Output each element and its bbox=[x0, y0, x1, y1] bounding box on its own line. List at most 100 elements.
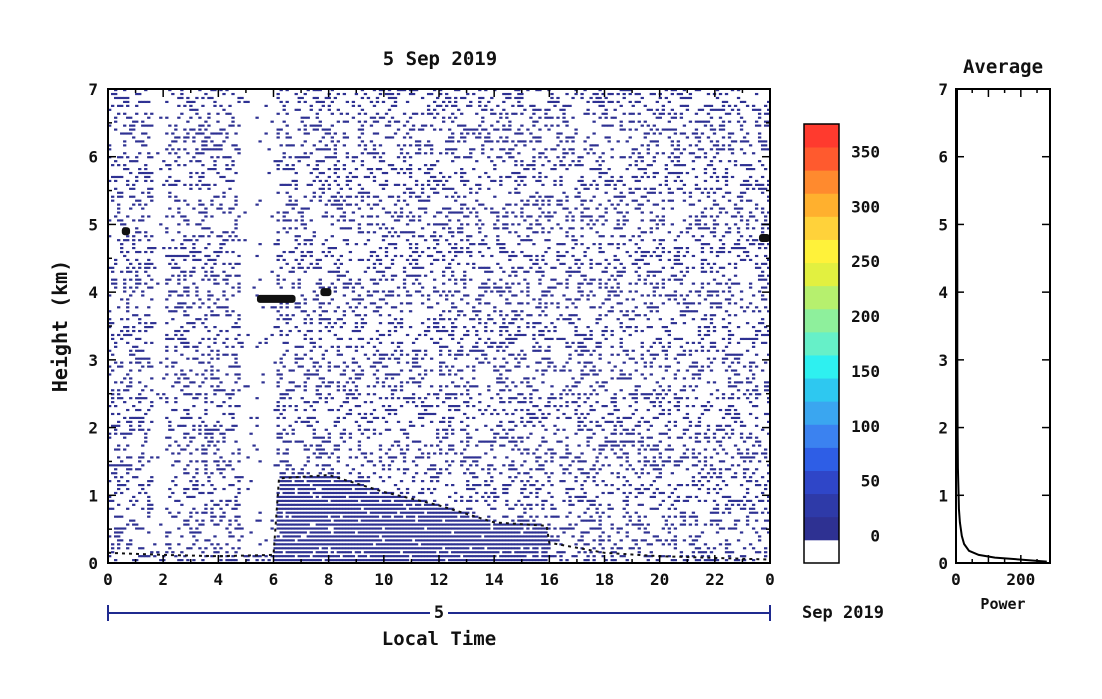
heatmap-cell bbox=[330, 136, 334, 139]
heatmap-cell bbox=[318, 171, 322, 175]
heatmap-cell bbox=[312, 531, 316, 534]
heatmap-cell bbox=[225, 314, 229, 317]
heatmap-cell bbox=[478, 203, 482, 206]
heatmap-cell bbox=[493, 306, 497, 309]
heatmap-cell bbox=[360, 547, 365, 550]
heatmap-cell bbox=[345, 539, 350, 542]
heatmap-cell bbox=[327, 495, 331, 499]
heatmap-cell bbox=[387, 120, 392, 123]
heatmap-cell bbox=[366, 527, 371, 530]
heatmap-cell bbox=[339, 318, 344, 321]
heatmap-cell bbox=[348, 187, 353, 190]
heatmap-cell bbox=[333, 484, 337, 487]
heatmap-cell bbox=[279, 484, 283, 487]
heatmap-cell bbox=[511, 318, 515, 321]
heatmap-cell bbox=[408, 507, 413, 510]
heatmap-cell bbox=[312, 89, 316, 92]
heatmap-cell bbox=[460, 527, 464, 530]
heatmap-cell bbox=[237, 254, 241, 258]
heatmap-cell bbox=[276, 318, 280, 321]
heatmap-cell bbox=[439, 472, 443, 475]
heatmap-cell bbox=[330, 195, 334, 198]
heatmap-cell bbox=[390, 215, 395, 218]
heatmap-cell bbox=[189, 547, 193, 550]
heatmap-cell bbox=[457, 219, 461, 222]
heatmap-cell bbox=[481, 523, 485, 526]
heatmap-cell bbox=[222, 231, 226, 234]
heatmap-cell bbox=[342, 503, 347, 506]
heatmap-cell bbox=[231, 164, 235, 167]
heatmap-cell bbox=[234, 503, 238, 506]
heatmap-cell bbox=[315, 298, 319, 301]
heatmap-cell bbox=[399, 503, 404, 506]
heatmap-cell bbox=[315, 527, 319, 530]
heatmap-cell bbox=[138, 318, 142, 321]
heatmap-cell bbox=[432, 412, 437, 416]
heatmap-cell bbox=[318, 322, 322, 325]
heatmap-cell bbox=[381, 160, 386, 163]
heatmap-cell bbox=[144, 440, 148, 443]
heatmap-cell bbox=[435, 543, 440, 546]
heatmap-cell bbox=[114, 179, 118, 183]
heatmap-cell bbox=[499, 420, 503, 423]
heatmap-cell bbox=[426, 559, 431, 562]
heatmap-cell bbox=[354, 168, 359, 171]
heatmap-cell bbox=[420, 357, 425, 360]
heatmap-cell bbox=[420, 412, 425, 416]
heatmap-cell bbox=[213, 168, 217, 171]
heatmap-cell bbox=[393, 132, 398, 135]
heatmap-cell bbox=[192, 428, 196, 431]
heatmap-cell bbox=[417, 507, 422, 510]
heatmap-cell bbox=[423, 523, 428, 526]
heatmap-cell bbox=[195, 448, 199, 451]
heatmap-cell bbox=[463, 543, 467, 546]
heatmap-cell bbox=[390, 373, 395, 376]
heatmap-cell bbox=[499, 543, 503, 546]
heatmap-cell bbox=[445, 179, 449, 183]
heatmap-cell bbox=[324, 132, 328, 135]
heatmap-cell bbox=[505, 436, 509, 439]
heatmap-cell bbox=[408, 116, 413, 119]
heatmap-cell bbox=[372, 290, 377, 293]
heatmap-cell bbox=[225, 282, 229, 285]
heatmap-cell bbox=[129, 377, 133, 380]
heatmap-cell bbox=[384, 179, 389, 183]
heatmap-cell bbox=[213, 547, 217, 550]
heatmap-cell bbox=[390, 262, 395, 265]
heatmap-cell bbox=[472, 262, 476, 265]
heatmap-cell bbox=[219, 89, 223, 92]
heatmap-cell bbox=[451, 148, 455, 151]
heatmap-cell bbox=[366, 499, 371, 502]
heatmap-cell bbox=[493, 223, 497, 226]
heatmap-cell bbox=[309, 405, 313, 408]
heatmap-cell bbox=[487, 531, 491, 534]
heatmap-cell bbox=[144, 282, 148, 285]
heatmap-cell bbox=[138, 337, 142, 341]
heatmap-cell bbox=[466, 156, 470, 159]
heatmap-cell bbox=[366, 480, 371, 483]
heatmap-cell bbox=[294, 385, 298, 388]
heatmap-cell bbox=[351, 555, 356, 558]
heatmap-cell bbox=[499, 389, 503, 392]
heatmap-cell bbox=[270, 306, 274, 309]
heatmap-cell bbox=[324, 215, 328, 218]
heatmap-cell bbox=[336, 472, 340, 475]
heatmap-cell bbox=[345, 302, 350, 305]
heatmap-cell bbox=[372, 282, 377, 285]
heatmap-cell bbox=[201, 460, 205, 463]
heatmap-cell bbox=[402, 112, 407, 115]
heatmap-cell bbox=[135, 160, 139, 163]
heatmap-cell bbox=[481, 152, 485, 155]
heatmap-cell bbox=[219, 329, 223, 333]
heatmap-cell bbox=[490, 444, 494, 447]
heatmap-cell bbox=[478, 527, 482, 530]
heatmap-cell bbox=[183, 487, 187, 491]
heatmap-cell bbox=[216, 377, 220, 380]
heatmap-cell bbox=[502, 539, 506, 542]
heatmap-cell bbox=[469, 250, 473, 254]
heatmap-cell bbox=[117, 203, 121, 206]
heatmap-cell bbox=[369, 401, 374, 404]
heatmap-cell bbox=[129, 124, 133, 127]
heatmap-cell bbox=[252, 286, 256, 289]
heatmap-cell bbox=[445, 428, 449, 431]
